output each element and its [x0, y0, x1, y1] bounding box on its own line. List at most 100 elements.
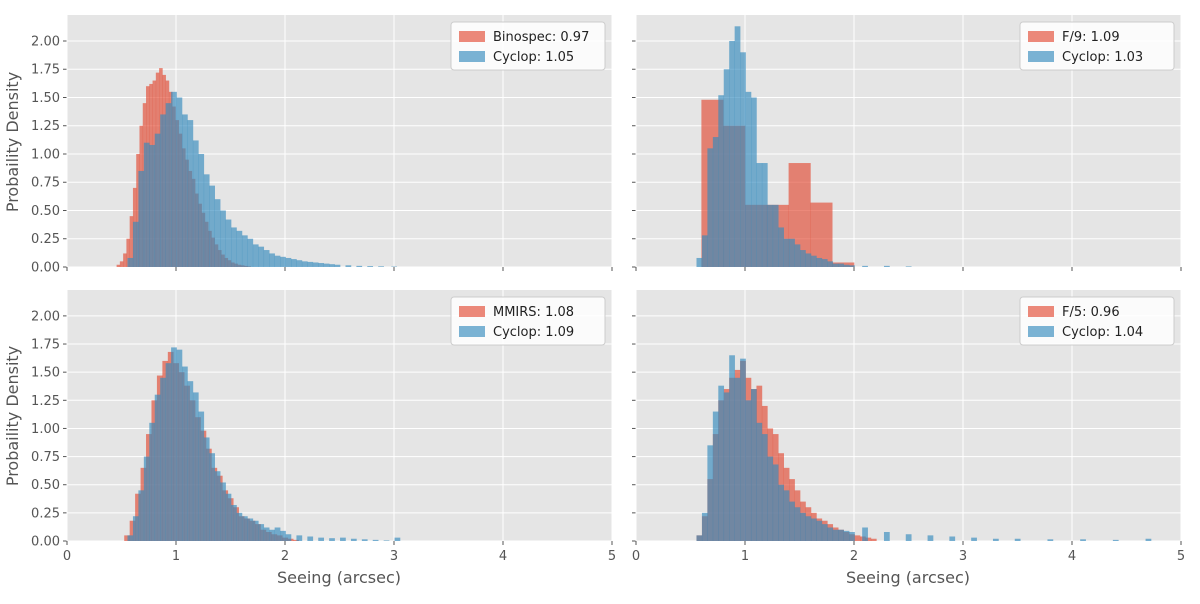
histogram-bar [849, 532, 855, 541]
histogram-bar [253, 244, 259, 267]
histogram-bar [862, 266, 868, 267]
histogram-bar [160, 114, 166, 267]
histogram-bar [247, 518, 253, 541]
y-tick-label: 1.75 [31, 63, 60, 78]
histogram-bar [862, 527, 868, 541]
x-tick-label: 0 [632, 549, 640, 564]
histogram-bar [220, 210, 226, 267]
histogram-bar [367, 266, 373, 267]
histogram-bar [906, 534, 912, 541]
histogram-bar [120, 261, 124, 267]
x-tick-label: 0 [63, 549, 71, 564]
histogram-bar [855, 535, 861, 541]
histogram-bar [713, 412, 719, 541]
legend-label: F/9: 1.09 [1062, 30, 1120, 45]
legend-label: Cyclop: 1.05 [493, 50, 574, 65]
histogram-bar [127, 535, 133, 541]
histogram-bar [231, 227, 237, 267]
histogram-bar [729, 41, 735, 267]
histogram-bar [351, 539, 357, 541]
histogram-bar [171, 347, 177, 541]
legend-label: Binospec: 0.97 [493, 30, 589, 45]
histogram-bar [373, 540, 379, 541]
y-tick-label: 1.50 [31, 366, 60, 381]
histogram-bar [778, 485, 784, 541]
histogram-bar [740, 359, 746, 541]
y-tick-label: 1.25 [31, 119, 60, 134]
histogram-bar [702, 235, 708, 267]
histogram-bar [751, 389, 757, 541]
histogram-bar [226, 494, 232, 541]
histogram-bar [144, 143, 150, 267]
legend-swatch [1028, 306, 1054, 317]
histogram-bar [1047, 539, 1053, 541]
histogram-bar [884, 532, 890, 541]
histogram-bar [816, 521, 822, 541]
histogram-bar [800, 250, 806, 267]
y-axis-label-bottom: Probaility Density [3, 346, 22, 486]
histogram-bar [193, 140, 199, 267]
y-tick-label: 2.00 [31, 34, 60, 49]
y-tick-label: 0.00 [31, 535, 60, 550]
histogram-bar [329, 538, 335, 541]
histogram-bar [182, 114, 188, 267]
histogram-bar [724, 69, 730, 267]
legend-label: Cyclop: 1.04 [1062, 325, 1143, 340]
histogram-bar [242, 516, 248, 541]
histogram-bar [198, 412, 204, 541]
histogram-bar [209, 453, 215, 541]
histogram-bar [296, 260, 302, 267]
histogram-bar [345, 265, 351, 267]
x-tick-label: 5 [608, 549, 616, 564]
histogram-bar [280, 531, 286, 541]
histogram-bar [335, 265, 341, 267]
histogram-bar [324, 264, 330, 267]
histogram-bar [253, 521, 259, 541]
histogram-bar [258, 247, 264, 267]
x-tick-label: 2 [850, 549, 858, 564]
histogram-bar [226, 220, 232, 267]
histogram-bar [789, 502, 795, 541]
histogram-bar [767, 205, 773, 267]
histogram-bar [329, 264, 335, 267]
histogram-bar [838, 530, 844, 541]
histogram-bar [696, 258, 702, 267]
histogram-bar [751, 97, 757, 267]
histogram-bar [844, 265, 850, 267]
histogram-bar [117, 265, 121, 267]
histogram-bar [204, 174, 210, 267]
histogram-bar [258, 524, 264, 541]
histogram-bar [762, 434, 768, 541]
legend-swatch [459, 306, 485, 317]
histogram-bar [795, 507, 801, 541]
histogram-bar [378, 266, 384, 267]
histogram-bar [724, 392, 730, 541]
y-tick-label: 0.25 [31, 506, 60, 521]
histogram-bar [231, 505, 237, 541]
legend-swatch [459, 326, 485, 337]
histogram-bar [949, 536, 955, 541]
histogram-bar [269, 253, 275, 267]
histogram-bar [307, 262, 313, 267]
histogram-bar [816, 258, 822, 267]
histogram-bar [166, 363, 172, 541]
histogram-bar [884, 266, 890, 267]
y-tick-label: 0.50 [31, 204, 60, 219]
histogram-bar [215, 199, 221, 267]
histogram-bar [762, 163, 768, 267]
histogram-bar [340, 538, 346, 541]
x-tick-label: 5 [1177, 549, 1185, 564]
y-tick-label: 2.00 [31, 309, 60, 324]
x-tick-label: 4 [499, 549, 507, 564]
x-axis-label-right: Seeing (arcsec) [846, 568, 970, 587]
histogram-bar [177, 97, 183, 267]
histogram-bar [1113, 540, 1119, 541]
histogram-bar [155, 395, 161, 541]
y-tick-label: 1.75 [31, 338, 60, 353]
histogram-bar [871, 539, 877, 541]
y-tick-label: 1.50 [31, 91, 60, 106]
